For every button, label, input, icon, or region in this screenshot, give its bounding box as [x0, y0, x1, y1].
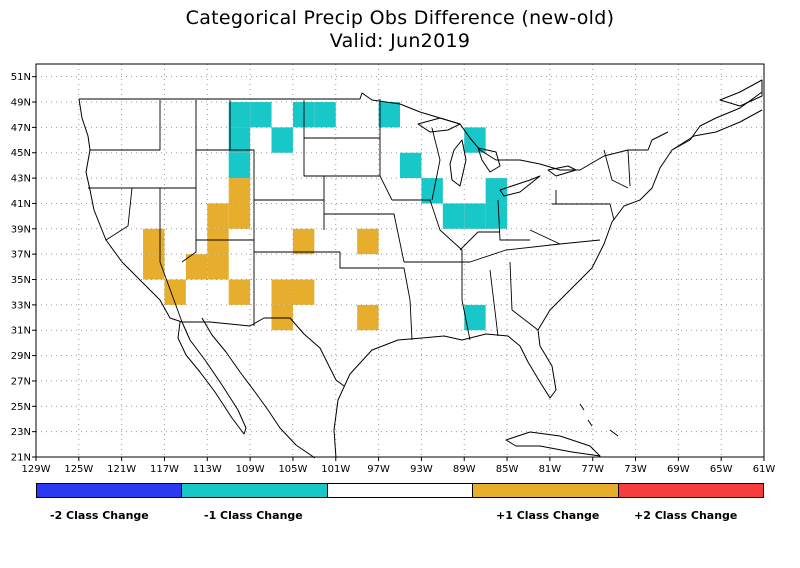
cell-plus1 [271, 279, 293, 305]
cell-minus1 [228, 127, 251, 153]
map-frame [35, 63, 765, 458]
cell-plus1 [228, 279, 251, 305]
longitude-tick-labels: 129W 125W 121W 117W 113W 109W 105W 101W 97W 93W 89… [22, 457, 776, 475]
cell-minus1 [464, 203, 486, 229]
cell-plus1 [207, 228, 229, 255]
lat-tick-label: 43N [11, 174, 31, 185]
cell-plus1 [292, 228, 315, 255]
cell-minus1 [442, 203, 465, 229]
cell-minus1 [485, 178, 508, 204]
lon-tick-label: 117W [150, 464, 179, 475]
us-mexico-border [182, 317, 345, 387]
lat-tick-label: 37N [11, 250, 31, 261]
cuba [505, 431, 601, 457]
lat-tick-label: 33N [11, 300, 31, 311]
lon-tick-label: 73W [624, 464, 647, 475]
cell-minus1 [250, 102, 272, 128]
lake-michigan [449, 139, 467, 187]
lon-tick-label: 65W [710, 464, 733, 475]
lat-tick-label: 49N [11, 98, 31, 109]
newfoundland [719, 79, 763, 107]
cell-minus1 [378, 102, 400, 128]
lat-tick-label: 25N [11, 402, 31, 413]
lon-tick-label: 121W [107, 464, 136, 475]
bahamas [579, 403, 619, 437]
cell-minus1 [228, 102, 251, 128]
lon-tick-label: 81W [539, 464, 562, 475]
legend-swatch-plus1 [473, 484, 619, 497]
canada-us-border [79, 92, 669, 171]
lat-tick-label: 41N [11, 199, 31, 210]
lon-tick-label: 109W [236, 464, 265, 475]
legend-label-plus2: +2 Class Change [634, 509, 738, 522]
lat-tick-label: 23N [11, 427, 31, 438]
lat-tick-label: 29N [11, 351, 31, 362]
cell-plus1 [228, 203, 251, 229]
latitude-tick-labels: 51N 49N 47N 45N 43N 41N 39N 37N 35N 33N 31N 29N 27N 2… [11, 72, 36, 464]
lon-tick-label: 105W [278, 464, 307, 475]
legend-swatch-minus1 [182, 484, 328, 497]
lon-tick-label: 69W [667, 464, 690, 475]
lat-tick-label: 51N [11, 72, 31, 83]
lon-tick-label: 129W [22, 464, 51, 475]
chart-title-line2: Valid: Jun2019 [329, 30, 471, 52]
lon-tick-label: 93W [410, 464, 433, 475]
lon-tick-label: 61W [753, 464, 776, 475]
cell-minus1 [271, 127, 293, 153]
legend-label-minus2: -2 Class Change [50, 509, 149, 522]
lat-tick-label: 21N [11, 453, 31, 464]
lat-tick-label: 35N [11, 275, 31, 286]
east-coastline [537, 109, 763, 331]
gulf-coastline [333, 329, 557, 459]
lake-erie [499, 175, 541, 197]
lat-tick-label: 31N [11, 326, 31, 337]
lat-tick-label: 47N [11, 123, 31, 134]
canadian-maritimes [671, 91, 763, 151]
legend-swatch-plus2 [618, 484, 764, 497]
mexico-west-coastline [201, 317, 316, 459]
legend-label-plus1: +1 Class Change [496, 509, 600, 522]
lon-tick-label: 113W [193, 464, 222, 475]
lat-tick-label: 27N [11, 376, 31, 387]
cell-minus1 [464, 304, 486, 331]
lake-huron [477, 147, 501, 173]
cell-plus1 [228, 178, 251, 204]
us-west-coastline [78, 98, 183, 323]
cell-plus1 [207, 203, 229, 229]
geographic-outlines [78, 79, 763, 459]
cell-plus1 [143, 228, 165, 255]
cell-minus1 [314, 102, 336, 128]
cell-plus1 [292, 279, 315, 305]
cell-plus1 [185, 254, 208, 280]
baja-coastline [177, 321, 247, 435]
state-lines [88, 99, 631, 341]
difference-cells [143, 102, 508, 331]
cell-minus1 [421, 178, 443, 204]
cell-plus1 [207, 254, 229, 280]
lon-tick-label: 85W [496, 464, 519, 475]
lon-tick-label: 97W [367, 464, 390, 475]
cell-plus1 [143, 254, 165, 280]
legend-swatch-zero [327, 484, 474, 497]
cell-minus1 [485, 203, 508, 229]
cell-minus1 [400, 152, 422, 179]
lat-tick-label: 39N [11, 224, 31, 235]
lon-tick-label: 101W [321, 464, 350, 475]
cell-plus1 [164, 279, 186, 305]
legend-colorbar [36, 483, 764, 498]
lon-tick-label: 125W [64, 464, 93, 475]
cell-plus1 [357, 304, 379, 331]
legend-label-minus1: -1 Class Change [204, 509, 303, 522]
lat-tick-label: 45N [11, 148, 31, 159]
cell-minus1 [464, 127, 486, 153]
lon-tick-label: 77W [581, 464, 604, 475]
cell-minus1 [228, 152, 251, 179]
lon-tick-label: 89W [453, 464, 476, 475]
legend-swatch-minus2 [37, 484, 183, 497]
cell-plus1 [357, 228, 379, 255]
lake-superior [417, 117, 461, 133]
chart-title-line1: Categorical Precip Obs Difference (new-o… [185, 7, 615, 29]
lake-ontario [547, 165, 577, 177]
